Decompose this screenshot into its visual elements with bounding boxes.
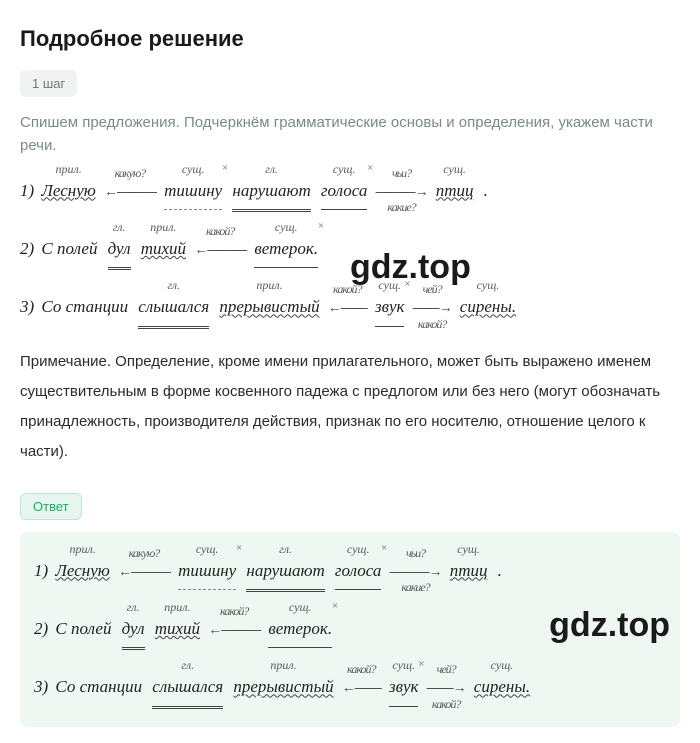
pos-label: сущ. [289, 594, 312, 620]
period: . [484, 172, 488, 209]
step-badge: 1 шаг [20, 70, 77, 97]
word-golosa: сущ. голоса [335, 552, 381, 590]
question-label: чей? [437, 656, 456, 682]
page-title: Подробное решение [20, 26, 680, 52]
pos-label: гл. [113, 214, 126, 240]
word-veterok: сущ. ветерок. [268, 610, 332, 648]
word-sostancii: Со станции [55, 668, 142, 705]
word-slyshalsya: гл. слышался [152, 668, 223, 708]
word-zvuk: сущ. звук [389, 668, 419, 706]
pos-label: сущ. [196, 536, 219, 562]
answer-sentence-2: 2) С полей гл. дул прил. тихий какой? ←—… [34, 610, 666, 650]
arrow-left-icon: какой? ←—— [342, 672, 381, 703]
word-tishinu: сущ. тишину [164, 172, 222, 210]
arrow-right-icon: чьи? какие? ———→ [390, 556, 442, 587]
question-label: чьи? [406, 540, 425, 566]
word-tishinu: сущ. тишину [178, 552, 236, 590]
question-label: чьи? [392, 160, 411, 186]
word-zvuk: сущ. звук [375, 288, 405, 326]
word-ptits: сущ. птиц [436, 172, 474, 209]
word-tihiy: прил. тихий [155, 610, 200, 647]
word-preryvisty: прил. прерывистый [233, 668, 333, 705]
word-narushayut: гл. нарушают [232, 172, 310, 212]
word-slyshalsya: гл. слышался [138, 288, 209, 328]
word-sireny: сущ. сирены. [460, 288, 516, 325]
question-label: какой? [333, 276, 361, 302]
question-label: какую? [129, 540, 160, 566]
question-label: какую? [115, 160, 146, 186]
pos-label: сущ. [392, 652, 415, 678]
pos-label: сущ. [182, 156, 205, 182]
question-label: какой? [206, 218, 234, 244]
word-dul: гл. дул [122, 610, 145, 650]
pos-label: гл. [181, 652, 194, 678]
question-label: чей? [423, 276, 442, 302]
sentence-number: 2) [34, 619, 52, 638]
word-dul: гл. дул [108, 230, 131, 270]
sentence-number: 2) [20, 239, 38, 258]
question-label: какой? [347, 656, 375, 682]
pos-label: сущ. [333, 156, 356, 182]
arrow-left-icon: какой? ←—— [328, 292, 367, 323]
pos-label: прил. [164, 594, 190, 620]
intro-text: Спишем предложения. Подчеркнём грамматич… [20, 111, 680, 158]
word-sostancii: Со станции [41, 288, 128, 325]
question-label: какие? [401, 574, 429, 600]
question-label: какой? [418, 311, 446, 337]
pos-label: сущ. [378, 272, 401, 298]
pos-label: сущ. [477, 272, 500, 298]
watermark-text: gdz.top [549, 588, 670, 663]
pos-label: прил. [55, 156, 81, 182]
arrow-right-icon: чей? какой? ——→ [413, 292, 452, 323]
word-golosa: сущ. голоса [321, 172, 367, 210]
word-preryvisty: прил. прерывистый [219, 288, 319, 325]
arrow-right-icon: чей? какой? ——→ [427, 672, 466, 703]
sentence-number: 3) [20, 297, 38, 316]
pos-label: сущ. [457, 536, 480, 562]
word-spoley: С полей [55, 610, 111, 647]
arrow-left-icon: какой? ←——— [194, 234, 246, 265]
arrow-left-icon: какой? ←——— [208, 614, 260, 645]
question-label: какой? [220, 598, 248, 624]
sentence-3: 3) Со станции гл. слышался прил. прерыви… [20, 288, 680, 328]
sentence-number: 1) [20, 181, 38, 200]
word-sireny: сущ. сирены. [474, 668, 530, 705]
pos-label: гл. [127, 594, 140, 620]
pos-label: сущ. [275, 214, 298, 240]
pos-label: сущ. [491, 652, 514, 678]
pos-label: гл. [167, 272, 180, 298]
answer-box: 1) прил. Лесную какую? ←——— сущ. тишину … [20, 532, 680, 727]
arrow-left-icon: какую? ←——— [118, 556, 170, 587]
sentence-number: 1) [34, 561, 52, 580]
answer-sentence-1: 1) прил. Лесную какую? ←——— сущ. тишину … [34, 552, 666, 592]
word-lesnuyu: прил. Лесную [55, 552, 109, 589]
pos-label: прил. [150, 214, 176, 240]
sentence-number: 3) [34, 677, 52, 696]
word-spoley: С полей [41, 230, 97, 267]
pos-label: гл. [279, 536, 292, 562]
word-lesnuyu: прил. Лесную [41, 172, 95, 209]
word-tihiy: прил. тихий [141, 230, 186, 267]
sentence-1: 1) прил. Лесную какую? ←——— сущ. тишину … [20, 172, 680, 212]
pos-label: прил. [256, 272, 282, 298]
answer-sentence-3: 3) Со станции гл. слышался прил. прерыви… [34, 668, 666, 708]
pos-label: сущ. [347, 536, 370, 562]
word-narushayut: гл. нарушают [246, 552, 324, 592]
question-label: какой? [432, 691, 460, 717]
note-text: Примечание. Определение, кроме имени при… [20, 347, 680, 467]
answer-badge: Ответ [20, 493, 82, 520]
pos-label: прил. [69, 536, 95, 562]
solution-body: 1) прил. Лесную какую? ←——— сущ. тишину … [20, 172, 680, 329]
pos-label: гл. [265, 156, 278, 182]
arrow-left-icon: какую? ←——— [104, 176, 156, 207]
period: . [498, 552, 502, 589]
pos-label: сущ. [443, 156, 466, 182]
question-label: какие? [387, 194, 415, 220]
word-ptits: сущ. птиц [450, 552, 488, 589]
word-veterok: сущ. ветерок. [254, 230, 318, 268]
arrow-right-icon: чьи? какие? ———→ [376, 176, 428, 207]
sentence-2: 2) С полей гл. дул прил. тихий какой? ←—… [20, 230, 680, 270]
pos-label: прил. [270, 652, 296, 678]
